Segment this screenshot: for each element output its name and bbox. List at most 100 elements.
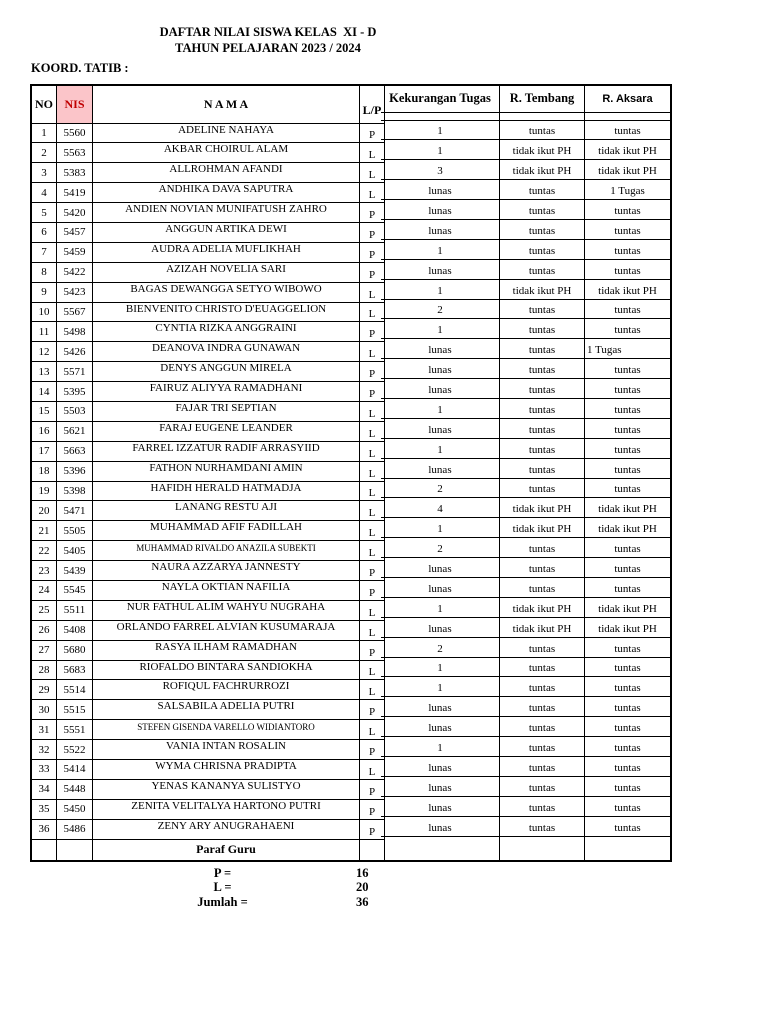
cell-r-aksara: tuntas — [584, 676, 672, 698]
summary-label: P = — [213, 865, 232, 880]
table-row: 33 5414 WYMA CHRISNA PRADIPTA L — [30, 759, 385, 780]
cell-nis: 5414 — [56, 759, 93, 780]
cell-kekurangan-tugas: 1 — [381, 596, 500, 618]
cell-r-tembang: tuntas — [499, 218, 585, 240]
cell-r-tembang: tidak ikut PH — [499, 278, 585, 300]
cell-kekurangan-tugas: lunas — [381, 576, 500, 598]
table-row: 11 5498 CYNTIA RIZKA ANGGRAINI P — [30, 321, 385, 343]
header-kekurangan-tugas: Kekurangan Tugas — [381, 84, 500, 113]
table-row: 31 5551 STEFEN GISENDA VARELLO WIDIANTORO L — [30, 719, 385, 741]
table-row: 1 tuntas tuntas — [381, 318, 672, 340]
table-row: 8 5422 AZIZAH NOVELIA SARI P — [30, 261, 385, 283]
cell-kekurangan-tugas: 2 — [381, 537, 500, 559]
table-row: lunas tuntas 1 Tugas — [381, 179, 672, 201]
header-row: Kekurangan Tugas R. Tembang R. Aksara — [381, 84, 672, 113]
cell-kekurangan-tugas: lunas — [381, 179, 500, 201]
cell-r-aksara: tidak ikut PH — [584, 159, 672, 181]
cell-r-tembang: tuntas — [499, 576, 585, 598]
cell-nis: 5514 — [56, 679, 93, 701]
table-row: 26 5408 ORLANDO FARREL ALVIAN KUSUMARAJA L — [30, 619, 385, 641]
cell-nis: 5423 — [56, 281, 93, 303]
cell-kekurangan-tugas: 1 — [381, 318, 500, 340]
cell-nama: BAGAS DEWANGGA SETYO WIBOWO — [92, 281, 360, 303]
cell-nis: 5459 — [56, 241, 93, 263]
cell-nama: ORLANDO FARREL ALVIAN KUSUMARAJA — [92, 619, 360, 641]
table-row: 1 tidak ikut PH tidak ikut PH — [381, 139, 672, 161]
header-row: NO NIS N A M A L/P — [30, 84, 385, 124]
cell-nis: 5471 — [56, 500, 93, 522]
cell-no: 18 — [30, 460, 57, 482]
cell-nama: FATHON NURHAMDANI AMIN — [92, 460, 360, 482]
table-row: 2 5563 AKBAR CHOIRUL ALAM L — [30, 142, 385, 164]
cell-nama: RASYA ILHAM RAMADHAN — [92, 639, 360, 661]
header-lp: L/P — [359, 84, 385, 124]
cell-empty — [499, 835, 585, 862]
cell-nama: FARREL IZZATUR RADIF ARRASYIID — [92, 440, 360, 462]
cell-kekurangan-tugas: 2 — [381, 477, 500, 499]
cell-r-tembang: tuntas — [499, 378, 585, 399]
cell-kekurangan-tugas: lunas — [381, 258, 500, 280]
cell-kekurangan-tugas: 1 — [381, 676, 500, 698]
cell-nis: 5420 — [56, 202, 93, 223]
cell-no: 19 — [30, 480, 57, 502]
cell-r-tembang: tuntas — [499, 179, 585, 201]
cell-nama: VANIA INTAN ROSALIN — [92, 739, 360, 760]
cell-no: 31 — [30, 719, 57, 741]
summary-label: L = — [213, 880, 232, 895]
cell-r-tembang: tuntas — [499, 238, 585, 260]
cell-r-tembang: tuntas — [499, 338, 585, 360]
table-row: 29 5514 ROFIQUL FACHRURROZI L — [30, 679, 385, 701]
table-row: 30 5515 SALSABILA ADELIA PUTRI P — [30, 699, 385, 721]
cell-r-aksara: tidak ikut PH — [584, 596, 672, 618]
cell-nis: 5515 — [56, 699, 93, 721]
cell-r-aksara: tuntas — [584, 716, 672, 738]
title-line-1: DAFTAR NILAI SISWA KELAS XI - D — [159, 25, 377, 39]
table-row: lunas tuntas tuntas — [381, 358, 672, 380]
paraf-guru-label: Paraf Guru — [92, 838, 360, 862]
cell-kekurangan-tugas: lunas — [381, 417, 500, 439]
cell-kekurangan-tugas: 1 — [381, 278, 500, 300]
cell-no: 33 — [30, 759, 57, 780]
cell-nama: CYNTIA RIZKA ANGGRAINI — [92, 321, 360, 343]
cell-r-tembang: tuntas — [499, 258, 585, 280]
cell-kekurangan-tugas: 2 — [381, 298, 500, 320]
table-row: 18 5396 FATHON NURHAMDANI AMIN L — [30, 460, 385, 482]
header-no: NO — [30, 84, 57, 124]
cell-nama: AKBAR CHOIRUL ALAM — [92, 142, 360, 164]
cell-r-tembang: tidak ikut PH — [499, 517, 585, 539]
cell-nis: 5522 — [56, 739, 93, 760]
cell-no: 3 — [30, 162, 57, 184]
cell-r-aksara: tuntas — [584, 218, 672, 240]
cell-no: 10 — [30, 301, 57, 323]
document-title: DAFTAR NILAI SISWA KELAS XI - D TAHUN PE… — [0, 24, 536, 56]
cell-nis: 5395 — [56, 381, 93, 402]
table-row: 21 5505 MUHAMMAD AFIF FADILLAH L — [30, 520, 385, 542]
cell-r-tembang: tuntas — [499, 318, 585, 340]
cell-r-aksara: 1 Tugas — [584, 179, 672, 201]
cell-no: 2 — [30, 142, 57, 164]
table-row: 35 5450 ZENITA VELITALYA HARTONO PUTRI P — [30, 798, 385, 820]
cell-nis: 5621 — [56, 420, 93, 442]
cell-nis: 5571 — [56, 361, 93, 383]
cell-kekurangan-tugas: lunas — [381, 338, 500, 360]
header-spacer-cell — [499, 111, 585, 121]
table-row: 2 tuntas tuntas — [381, 477, 672, 499]
cell-r-tembang: tuntas — [499, 795, 585, 817]
cell-no: 26 — [30, 619, 57, 641]
cell-no: 25 — [30, 599, 57, 621]
cell-r-aksara: tuntas — [584, 477, 672, 499]
header-spacer-cell — [381, 111, 500, 121]
cell-r-aksara: tuntas — [584, 378, 672, 399]
cell-nama: FAJAR TRI SEPTIAN — [92, 400, 360, 422]
table-row: 2 tuntas tuntas — [381, 537, 672, 559]
table-row: 34 5448 YENAS KANANYA SULISTYO P — [30, 778, 385, 800]
cell-kekurangan-tugas: 1 — [381, 238, 500, 260]
cell-r-aksara: tuntas — [584, 736, 672, 757]
cell-no: 34 — [30, 778, 57, 800]
cell-r-aksara: tuntas — [584, 795, 672, 817]
cell-r-tembang: tuntas — [499, 199, 585, 220]
table-row: lunas tuntas tuntas — [381, 795, 672, 817]
cell-nama: DEANOVA INDRA GUNAWAN — [92, 341, 360, 363]
cell-no: 16 — [30, 420, 57, 442]
cell-kekurangan-tugas: lunas — [381, 457, 500, 479]
